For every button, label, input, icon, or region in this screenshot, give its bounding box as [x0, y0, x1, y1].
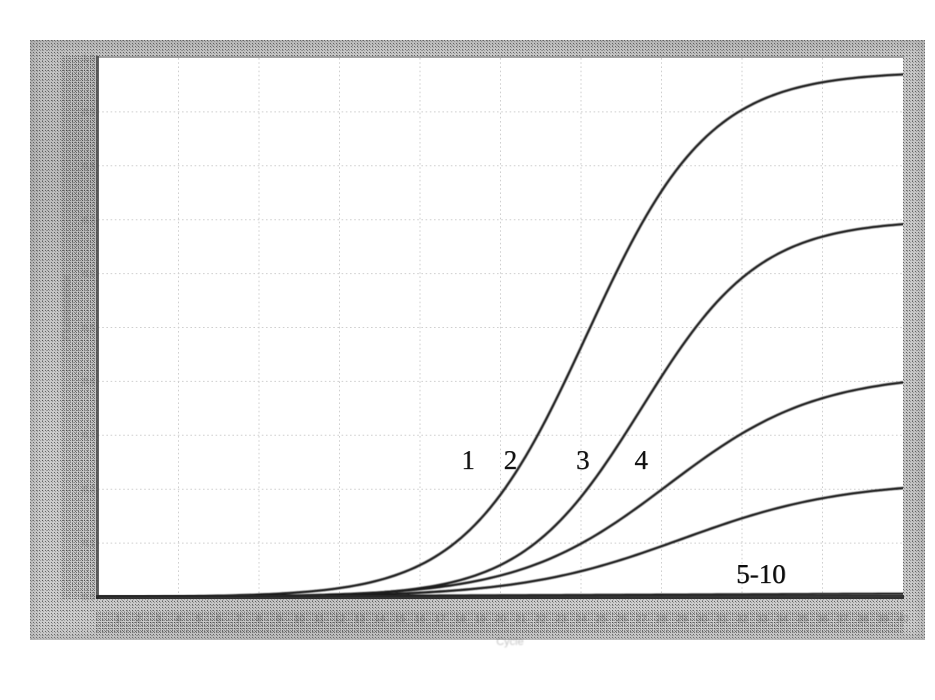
curve-label-5-10: 5-10 — [736, 559, 786, 590]
figure-page: Fluorescence 0.00.10.20.30.40.50.60.70.8… — [0, 0, 935, 700]
plot-canvas — [98, 58, 903, 597]
plot-top-border — [96, 56, 904, 58]
plot-area — [98, 58, 903, 597]
x-tick-scan-noise — [96, 612, 904, 634]
curve-label-4: 4 — [634, 445, 648, 476]
x-axis-line — [96, 595, 904, 599]
y-axis-tick-labels: 0.00.10.20.30.40.50.60.70.80.91.0 — [62, 56, 95, 599]
curve-label-2: 2 — [504, 445, 518, 476]
curve-label-1: 1 — [461, 445, 475, 476]
y-tick-scan-noise — [62, 56, 95, 599]
y-axis-line — [96, 56, 99, 599]
curve-label-3: 3 — [576, 445, 590, 476]
x-axis-title: Cycle — [455, 634, 565, 650]
x-axis-tick-labels: 1234567891011121314151617181920212223242… — [96, 612, 904, 634]
